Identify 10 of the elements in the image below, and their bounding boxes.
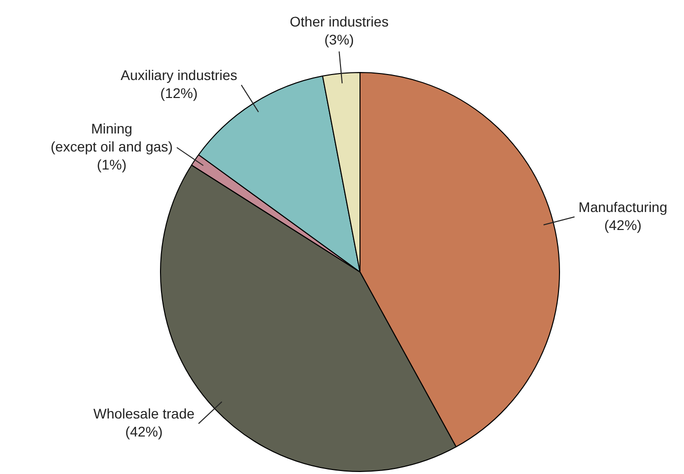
slice-label: Wholesale trade — [93, 405, 195, 422]
data-label: (12%) — [160, 84, 198, 101]
data-label: (3%) — [324, 31, 354, 48]
slice-label: Auxiliary industries — [120, 66, 238, 83]
data-label: (1%) — [96, 156, 126, 172]
data-label: (42%) — [125, 423, 163, 440]
slice-label: Other industries — [290, 13, 389, 30]
slice-label: Mining (except oil and gas) — [50, 120, 173, 154]
data-label: (42%) — [604, 216, 642, 233]
slice-label: Manufacturing — [578, 198, 668, 215]
